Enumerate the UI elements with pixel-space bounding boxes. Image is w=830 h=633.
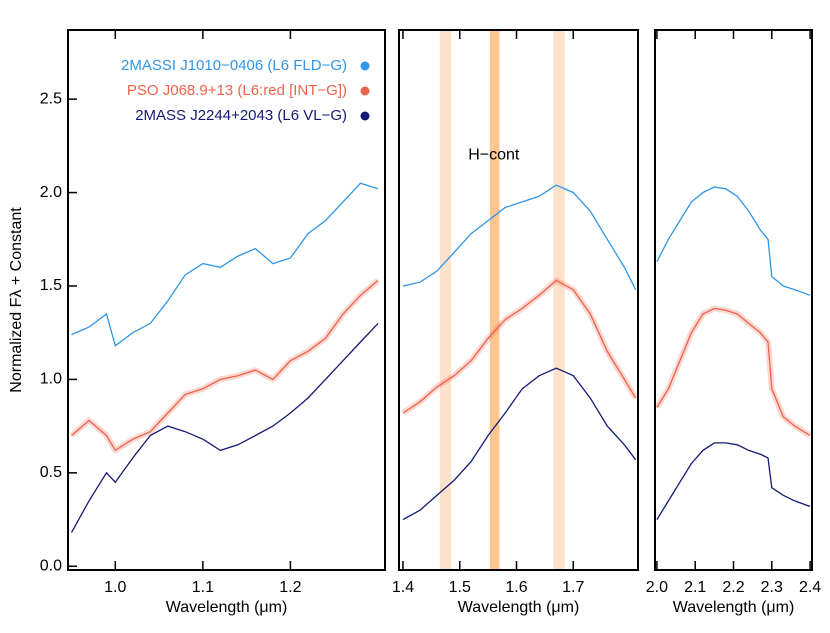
spectrum-line xyxy=(656,186,811,296)
x-tick-label: 2.2 xyxy=(722,579,744,596)
legend-label: 2MASS J2244+2043 (L6 VL−G) xyxy=(135,107,347,124)
x-tick-label: 1.2 xyxy=(279,579,301,596)
x-tick-label: 1.4 xyxy=(392,579,414,596)
legend-marker xyxy=(360,111,370,121)
x-tick-label: 1.5 xyxy=(449,579,471,596)
spectrum-line xyxy=(71,279,379,452)
frame xyxy=(654,29,813,571)
y-tick-label: 2.0 xyxy=(40,184,62,201)
y-tick-label: 0.0 xyxy=(40,557,62,574)
legend-marker xyxy=(360,86,370,96)
x-tick-label: 1.0 xyxy=(104,579,126,596)
y-tick-label: 0.5 xyxy=(40,464,62,481)
spectrum-line xyxy=(656,307,811,437)
frame xyxy=(398,29,639,571)
x-tick-label: 2.4 xyxy=(799,579,821,596)
y-tick-label: 1.0 xyxy=(40,371,62,388)
annotation: H−cont xyxy=(468,146,520,163)
spectrum-line xyxy=(71,182,379,347)
spectrum-line xyxy=(402,279,637,414)
spectrum-line xyxy=(70,322,379,533)
error-band xyxy=(654,305,812,439)
y-tick-label: 2.5 xyxy=(40,90,62,107)
x-tick-label: 1.6 xyxy=(505,579,527,596)
band xyxy=(553,30,565,570)
frame xyxy=(67,29,386,571)
spectrum-line xyxy=(656,442,811,520)
y-tick-label: 1.5 xyxy=(40,277,62,294)
legend-marker xyxy=(360,61,370,71)
x-tick-label: 1.7 xyxy=(562,579,584,596)
spectrum-line xyxy=(402,367,637,521)
y-axis-label: Normalized Fλ + Constant xyxy=(8,207,25,393)
band xyxy=(489,30,500,570)
x-tick-label: 2.1 xyxy=(684,579,706,596)
x-axis-label: Wavelength (μm) xyxy=(673,599,795,616)
legend-label: PSO J068.9+13 (L6:red [INT−G]) xyxy=(127,82,347,99)
x-axis-label: Wavelength (μm) xyxy=(166,599,288,616)
legend-label: 2MASSI J1010−0406 (L6 FLD−G) xyxy=(121,57,347,74)
x-axis-label: Wavelength (μm) xyxy=(458,599,580,616)
band xyxy=(439,30,452,570)
x-tick-label: 2.3 xyxy=(761,579,783,596)
spectrum-line xyxy=(402,184,637,290)
x-tick-label: 2.0 xyxy=(646,579,668,596)
error-band xyxy=(69,278,380,454)
x-tick-label: 1.1 xyxy=(192,579,214,596)
